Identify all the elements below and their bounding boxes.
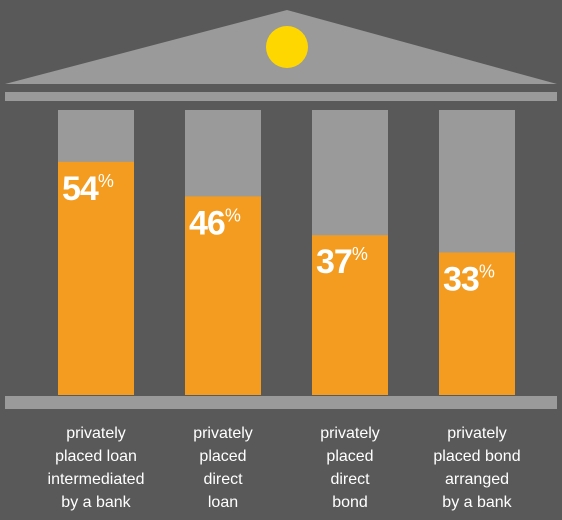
category-label: placed xyxy=(199,448,246,465)
category-label: intermediated xyxy=(48,471,145,488)
bar xyxy=(58,161,134,395)
category-label: direct xyxy=(203,471,243,488)
category-label: by a bank xyxy=(442,494,512,511)
category-label: direct xyxy=(330,471,370,488)
value-unit: % xyxy=(479,262,495,282)
value-label: 54% xyxy=(62,170,114,208)
value-unit: % xyxy=(352,244,368,264)
category-label: arranged xyxy=(445,471,509,488)
base xyxy=(5,396,557,409)
value-label: 37% xyxy=(316,243,368,281)
value-number: 54 xyxy=(62,170,99,208)
sun xyxy=(266,26,308,68)
category-label: loan xyxy=(208,494,238,511)
value-label: 46% xyxy=(189,204,241,242)
category-label: bond xyxy=(332,494,368,511)
category-label: placed loan xyxy=(55,448,137,465)
category-label: by a bank xyxy=(61,494,131,511)
bar xyxy=(312,235,388,395)
category-label: placed bond xyxy=(433,448,520,465)
bar xyxy=(185,196,261,395)
value-label: 33% xyxy=(443,261,495,299)
category-label: privately xyxy=(193,425,253,442)
beam xyxy=(5,92,557,101)
value-unit: % xyxy=(225,205,241,225)
category-label: privately xyxy=(447,425,507,442)
category-label: privately xyxy=(320,425,380,442)
value-number: 37 xyxy=(316,243,352,281)
category-label: placed xyxy=(326,448,373,465)
value-number: 33 xyxy=(443,261,479,299)
value-number: 46 xyxy=(189,204,225,242)
value-unit: % xyxy=(98,171,114,191)
bar xyxy=(439,252,515,395)
category-label: privately xyxy=(66,425,126,442)
